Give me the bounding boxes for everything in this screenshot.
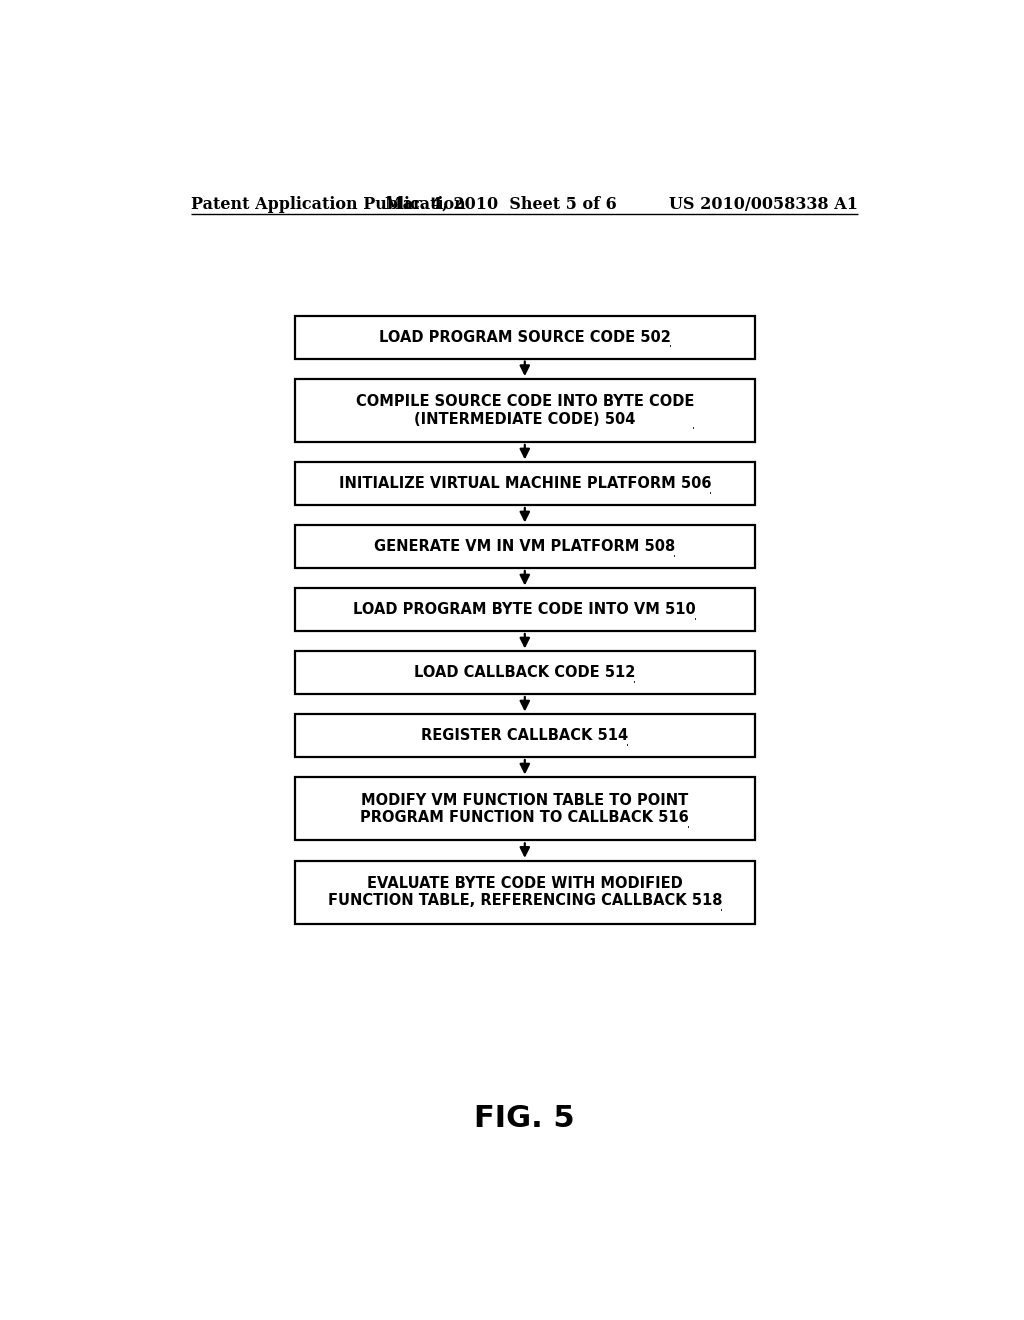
Bar (295, 714, 755, 758)
Text: LOAD CALLBACK CODE 512: LOAD CALLBACK CODE 512 (414, 665, 636, 680)
Bar (295, 379, 755, 442)
Bar (295, 651, 755, 694)
Text: FIG. 5: FIG. 5 (474, 1105, 575, 1134)
Text: MODIFY VM FUNCTION TABLE TO POINT
PROGRAM FUNCTION TO CALLBACK 516: MODIFY VM FUNCTION TABLE TO POINT PROGRA… (360, 793, 689, 825)
Text: REGISTER CALLBACK 514: REGISTER CALLBACK 514 (421, 729, 629, 743)
Text: US 2010/0058338 A1: US 2010/0058338 A1 (669, 195, 858, 213)
Text: Mar. 4, 2010  Sheet 5 of 6: Mar. 4, 2010 Sheet 5 of 6 (385, 195, 616, 213)
Text: GENERATE VM IN VM PLATFORM 508: GENERATE VM IN VM PLATFORM 508 (374, 539, 676, 554)
Bar (295, 525, 755, 568)
Bar (295, 462, 755, 506)
Text: EVALUATE BYTE CODE WITH MODIFIED
FUNCTION TABLE, REFERENCING CALLBACK 518: EVALUATE BYTE CODE WITH MODIFIED FUNCTIO… (328, 876, 722, 908)
Text: Patent Application Publication: Patent Application Publication (191, 195, 466, 213)
Bar (295, 315, 755, 359)
Bar (295, 861, 755, 924)
Bar (295, 589, 755, 631)
Text: LOAD PROGRAM BYTE CODE INTO VM 510: LOAD PROGRAM BYTE CODE INTO VM 510 (353, 602, 696, 618)
Text: INITIALIZE VIRTUAL MACHINE PLATFORM 506: INITIALIZE VIRTUAL MACHINE PLATFORM 506 (339, 477, 711, 491)
Text: LOAD PROGRAM SOURCE CODE 502: LOAD PROGRAM SOURCE CODE 502 (379, 330, 671, 345)
Text: COMPILE SOURCE CODE INTO BYTE CODE
(INTERMEDIATE CODE) 504: COMPILE SOURCE CODE INTO BYTE CODE (INTE… (355, 395, 694, 426)
Bar (295, 777, 755, 841)
